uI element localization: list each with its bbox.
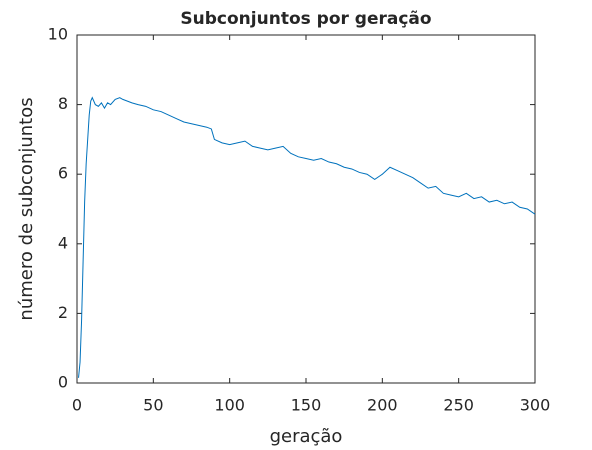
y-tick-label: 10: [48, 25, 68, 44]
y-tick-label: 0: [58, 373, 68, 392]
y-tick-label: 8: [58, 94, 68, 113]
data-line: [78, 96, 536, 378]
x-tick-label: 300: [520, 396, 551, 415]
x-tick-label: 200: [367, 396, 398, 415]
x-tick-label: 0: [72, 396, 82, 415]
x-tick-label: 250: [443, 396, 474, 415]
chart-title: Subconjuntos por geração: [180, 9, 431, 29]
y-tick-label: 2: [58, 303, 68, 322]
y-tick-label: 6: [58, 164, 68, 183]
x-tick-label: 150: [291, 396, 322, 415]
y-tick-label: 4: [58, 233, 68, 252]
x-tick-label: 100: [214, 396, 245, 415]
y-axis-label: número de subconjuntos: [16, 97, 37, 320]
x-tick-label: 50: [143, 396, 163, 415]
x-axis-label: geração: [270, 426, 343, 447]
